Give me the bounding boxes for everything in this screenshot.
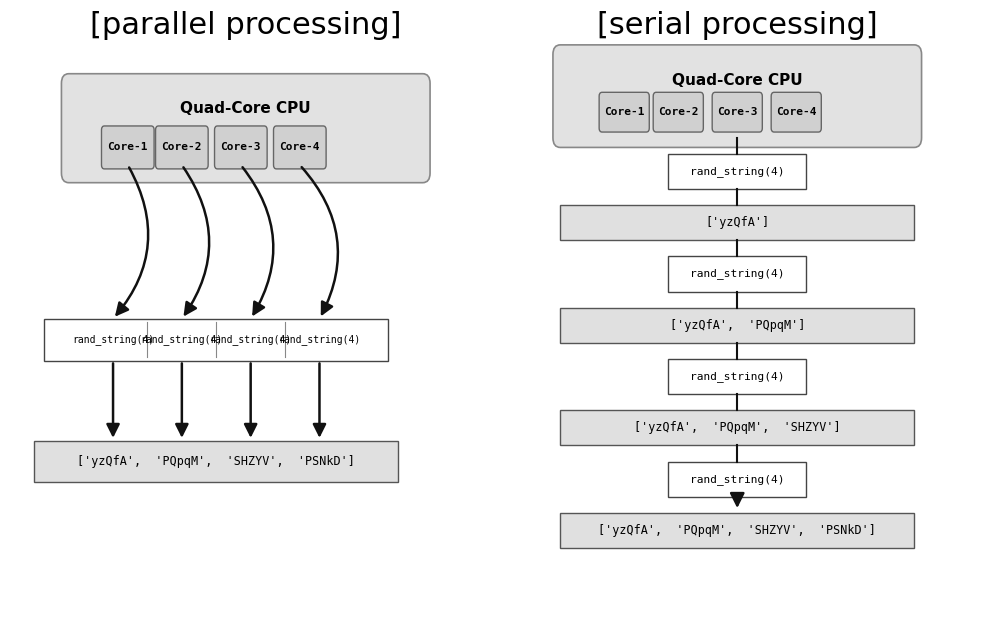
FancyBboxPatch shape (61, 74, 431, 183)
Text: [serial processing]: [serial processing] (597, 11, 878, 40)
Text: rand_string(4): rand_string(4) (209, 334, 292, 345)
Text: Quad-Core CPU: Quad-Core CPU (672, 72, 802, 88)
Bar (668, 256, 806, 292)
Text: Core-1: Core-1 (107, 142, 148, 153)
FancyBboxPatch shape (712, 92, 762, 132)
Bar (560, 308, 914, 343)
Text: rand_string(4): rand_string(4) (690, 371, 784, 382)
Text: Quad-Core CPU: Quad-Core CPU (181, 101, 311, 117)
FancyBboxPatch shape (101, 126, 154, 169)
Bar (44, 319, 388, 360)
Text: rand_string(4): rand_string(4) (278, 334, 361, 345)
Text: rand_string(4): rand_string(4) (690, 166, 784, 177)
Text: Core-2: Core-2 (658, 107, 699, 117)
Text: ['yzQfA',  'PQpqM',  'SHZYV',  'PSNkD']: ['yzQfA', 'PQpqM', 'SHZYV', 'PSNkD'] (599, 524, 876, 537)
Bar (560, 410, 914, 445)
Bar (668, 462, 806, 497)
Text: rand_string(4): rand_string(4) (141, 334, 223, 345)
FancyBboxPatch shape (552, 45, 922, 147)
Text: ['yzQfA']: ['yzQfA'] (705, 216, 770, 229)
FancyBboxPatch shape (771, 92, 821, 132)
Text: ['yzQfA',  'PQpqM',  'SHZYV']: ['yzQfA', 'PQpqM', 'SHZYV'] (634, 421, 840, 435)
Text: Core-1: Core-1 (604, 107, 645, 117)
FancyBboxPatch shape (653, 92, 704, 132)
Text: Core-2: Core-2 (161, 142, 202, 153)
Text: ['yzQfA',  'PQpqM']: ['yzQfA', 'PQpqM'] (669, 319, 805, 332)
FancyBboxPatch shape (273, 126, 326, 169)
Bar (668, 154, 806, 189)
Text: rand_string(4): rand_string(4) (72, 334, 154, 345)
Text: [parallel processing]: [parallel processing] (90, 11, 401, 40)
Text: Core-4: Core-4 (279, 142, 320, 153)
Bar (668, 359, 806, 394)
Bar (34, 441, 398, 482)
Text: Core-3: Core-3 (220, 142, 261, 153)
Bar (560, 513, 914, 548)
Text: Core-4: Core-4 (776, 107, 817, 117)
Text: Core-3: Core-3 (717, 107, 758, 117)
FancyBboxPatch shape (155, 126, 208, 169)
Text: rand_string(4): rand_string(4) (690, 269, 784, 279)
Text: rand_string(4): rand_string(4) (690, 474, 784, 485)
Bar (560, 205, 914, 240)
FancyBboxPatch shape (214, 126, 267, 169)
Text: ['yzQfA',  'PQpqM',  'SHZYV',  'PSNkD']: ['yzQfA', 'PQpqM', 'SHZYV', 'PSNkD'] (78, 455, 355, 468)
FancyBboxPatch shape (600, 92, 649, 132)
